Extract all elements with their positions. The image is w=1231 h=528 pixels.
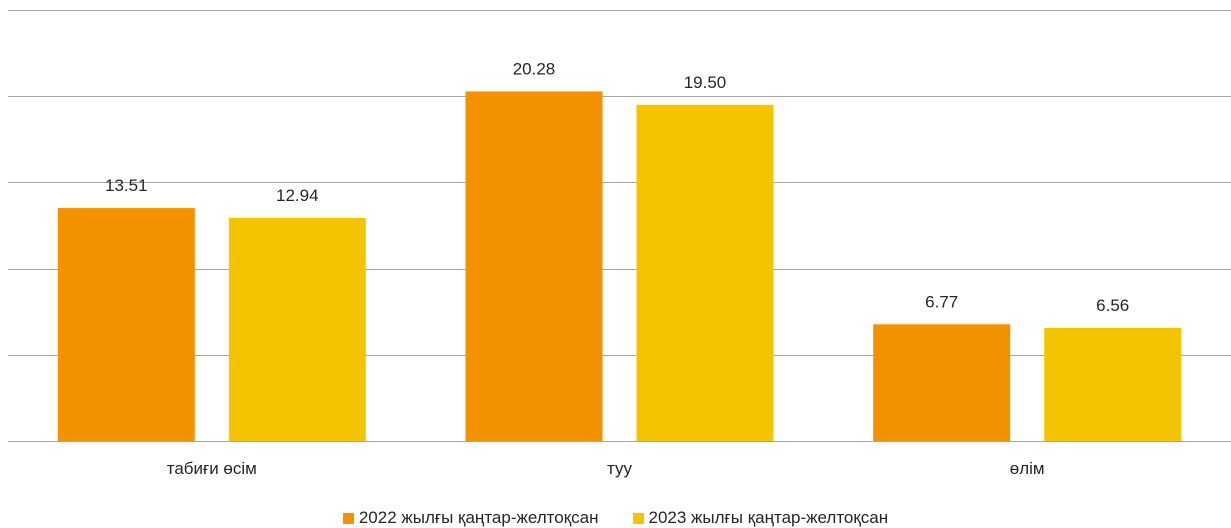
data-label: 19.50 — [684, 73, 727, 92]
legend-swatch-2023 — [632, 512, 644, 524]
data-label: 6.56 — [1096, 296, 1129, 315]
bar — [465, 91, 603, 442]
data-label: 20.28 — [513, 59, 556, 78]
legend: 2022 жылғы қаңтар-желтоқсан 2023 жылғы қ… — [0, 508, 1231, 528]
legend-item-2023: 2023 жылғы қаңтар-желтоқсан — [632, 508, 889, 528]
data-label: 13.51 — [105, 176, 148, 195]
data-label: 12.94 — [276, 186, 319, 205]
bar — [636, 104, 774, 442]
x-tick-label: өлім — [1010, 459, 1045, 478]
bar — [57, 208, 195, 441]
legend-item-2022: 2022 жылғы қаңтар-желтоқсан — [342, 508, 599, 528]
legend-swatch-2022 — [342, 512, 354, 524]
legend-label-2023: 2023 жылғы қаңтар-желтоқсан — [648, 508, 889, 527]
bar — [873, 324, 1011, 441]
x-tick-label: туу — [607, 459, 632, 478]
legend-label-2022: 2022 жылғы қаңтар-желтоқсан — [358, 508, 599, 527]
bar — [1044, 327, 1182, 441]
data-label: 6.77 — [925, 292, 958, 311]
bar-chart: 13.51 12.94 табиғи өсім 20.28 19.50 туу 6.77 6.… — [8, 10, 1231, 478]
bar — [228, 217, 366, 441]
x-tick-label: табиғи өсім — [167, 459, 257, 478]
